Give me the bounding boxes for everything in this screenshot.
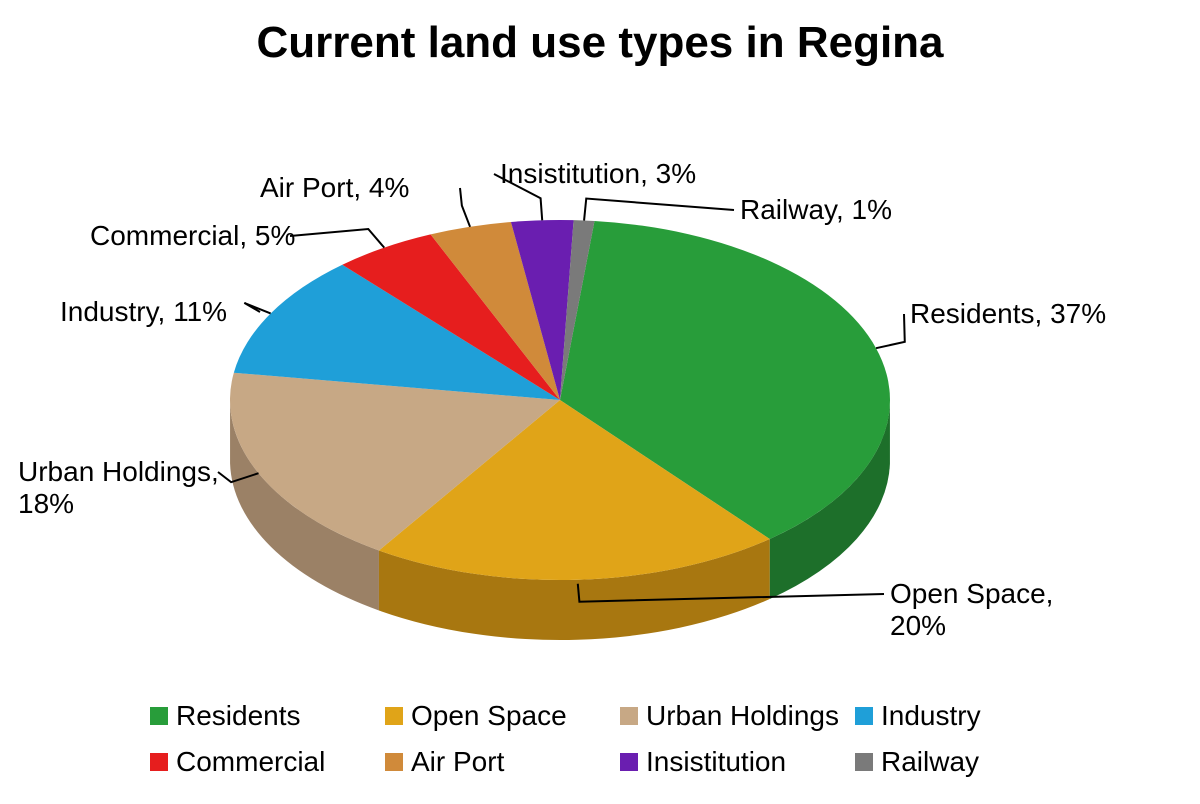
slice-label-air-port: Air Port, 4% — [260, 172, 409, 204]
leader-line — [244, 303, 270, 314]
leader-line — [584, 199, 734, 221]
slice-label-insistitution: Insistitution, 3% — [500, 158, 696, 190]
slice-label-residents: Residents, 37% — [910, 298, 1106, 330]
legend-label: Insistitution — [646, 746, 786, 778]
legend-label: Industry — [881, 700, 981, 732]
legend-label: Air Port — [411, 746, 504, 778]
legend-swatch — [385, 753, 403, 771]
legend-label: Commercial — [176, 746, 325, 778]
slice-label-urban-holdings: Urban Holdings, 18% — [18, 456, 219, 520]
legend-item-residents: Residents — [150, 700, 385, 732]
legend: Residents Open Space Urban Holdings Industr… — [150, 700, 1090, 792]
leader-line — [290, 229, 384, 248]
legend-swatch — [150, 707, 168, 725]
legend-item-railway: Railway — [855, 746, 1090, 778]
leader-line — [460, 188, 470, 227]
chart-container: Current land use types in Regina Residen… — [0, 0, 1200, 804]
legend-item-open-space: Open Space — [385, 700, 620, 732]
legend-label: Railway — [881, 746, 979, 778]
slice-label-industry: Industry, 11% — [60, 296, 227, 328]
slice-label-open-space: Open Space, 20% — [890, 578, 1053, 642]
legend-item-commercial: Commercial — [150, 746, 385, 778]
legend-swatch — [150, 753, 168, 771]
legend-label: Open Space — [411, 700, 567, 732]
legend-item-industry: Industry — [855, 700, 1090, 732]
chart-title: Current land use types in Regina — [0, 18, 1200, 68]
leader-line — [876, 314, 905, 348]
legend-label: Urban Holdings — [646, 700, 839, 732]
legend-swatch — [385, 707, 403, 725]
legend-swatch — [855, 753, 873, 771]
legend-item-urban-holdings: Urban Holdings — [620, 700, 855, 732]
legend-item-insistitution: Insistitution — [620, 746, 855, 778]
legend-row: Residents Open Space Urban Holdings Industr… — [150, 700, 1090, 732]
slice-label-commercial: Commercial, 5% — [90, 220, 295, 252]
pie-chart-area: Residents, 37% Open Space, 20% Urban Holdi… — [0, 100, 1200, 670]
legend-label: Residents — [176, 700, 301, 732]
legend-swatch — [620, 707, 638, 725]
legend-swatch — [855, 707, 873, 725]
legend-swatch — [620, 753, 638, 771]
legend-row: Commercial Air Port Insistitution Railway — [150, 746, 1090, 778]
legend-item-air-port: Air Port — [385, 746, 620, 778]
slice-label-railway: Railway, 1% — [740, 194, 892, 226]
